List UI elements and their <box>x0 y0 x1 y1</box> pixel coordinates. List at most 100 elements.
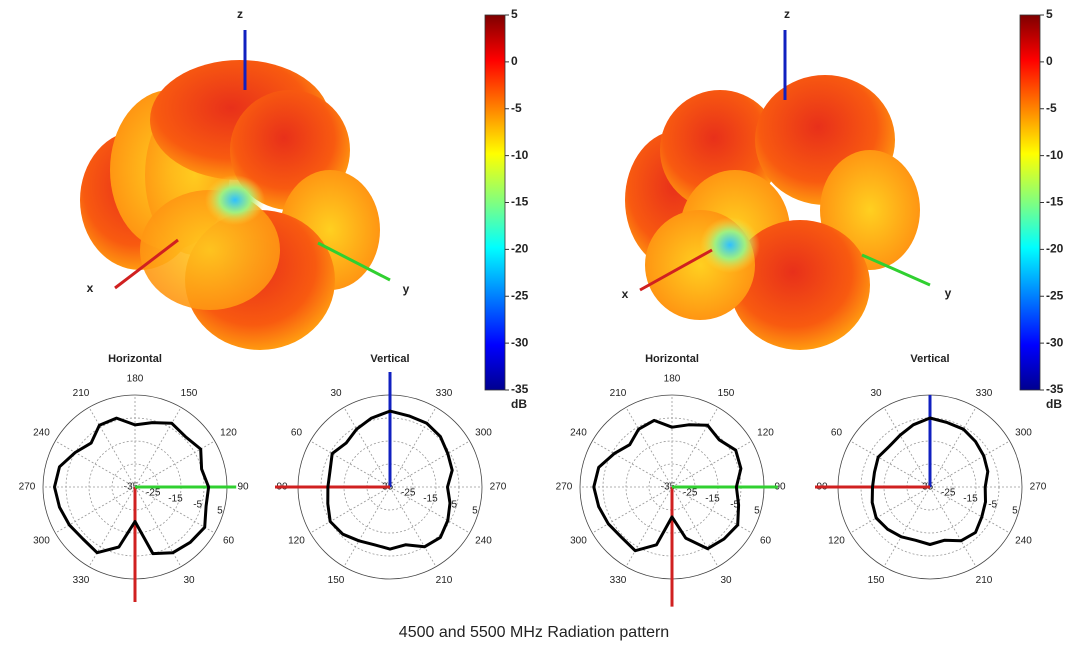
axis-label: y <box>403 282 410 296</box>
grid-spoke <box>671 407 719 488</box>
r-tick-label: -5 <box>988 499 997 510</box>
theta-tick-label: 240 <box>1015 536 1032 547</box>
grid-spoke <box>310 486 391 534</box>
axis-label: x <box>622 287 629 301</box>
axis-label: z <box>784 7 790 21</box>
r-tick-label: -15 <box>168 494 183 505</box>
r-tick-label: -5 <box>448 499 457 510</box>
theta-tick-label: 300 <box>475 428 492 439</box>
theta-tick-label: 240 <box>570 428 587 439</box>
r-tick-label: -25 <box>941 488 956 499</box>
colorbar-tick-label: 0 <box>1046 54 1053 68</box>
colorbar-tick-label: -5 <box>511 101 522 115</box>
axis-label: y <box>945 286 952 300</box>
r-tick-label: -5 <box>730 499 739 510</box>
theta-tick-label: 210 <box>976 575 993 586</box>
colorbar-tick-label: -15 <box>511 195 529 209</box>
theta-tick-label: 330 <box>436 388 453 399</box>
theta-tick-label: 180 <box>664 374 681 385</box>
radiation-pattern-3d <box>625 30 931 350</box>
colorbar-tick-label: -30 <box>1046 335 1064 349</box>
r-tick-label: -15 <box>963 494 978 505</box>
chart-title: Vertical <box>370 353 409 365</box>
pattern-curve <box>870 416 990 546</box>
theta-tick-label: 60 <box>223 536 235 547</box>
colorbar-tick-label: 5 <box>1046 7 1053 21</box>
pattern-curve <box>326 409 454 551</box>
theta-tick-label: 30 <box>720 575 732 586</box>
colorbar-tick-label: -10 <box>1046 148 1064 162</box>
grid-spoke <box>343 407 391 488</box>
chart-title: Horizontal <box>108 353 162 365</box>
chart-title: Horizontal <box>645 353 699 365</box>
grid-spoke <box>671 486 719 567</box>
r-tick-label: -25 <box>683 488 698 499</box>
theta-tick-label: 270 <box>19 482 36 493</box>
theta-tick-label: 120 <box>757 428 774 439</box>
theta-tick-label: 150 <box>328 575 345 586</box>
colorbar-tick-label: -25 <box>1046 288 1064 302</box>
colorbar-tick-label: 5 <box>511 7 518 21</box>
grid-spoke <box>389 486 470 534</box>
grid-spoke <box>134 486 215 534</box>
grid-spoke <box>55 486 136 534</box>
r-tick-label: -5 <box>193 499 202 510</box>
theta-tick-label: 180 <box>127 374 144 385</box>
theta-tick-label: 330 <box>610 575 627 586</box>
theta-tick-label: 210 <box>610 388 627 399</box>
caption: 4500 and 5500 MHz Radiation pattern <box>399 624 669 641</box>
theta-tick-label: 210 <box>436 575 453 586</box>
grid-spoke <box>592 486 673 534</box>
grid-spoke <box>625 486 673 567</box>
theta-tick-label: 330 <box>73 575 90 586</box>
colorbar-tick-label: 0 <box>511 54 518 68</box>
axis-label: z <box>237 7 243 21</box>
r-tick-label: -35 <box>661 482 676 493</box>
theta-tick-label: 150 <box>181 388 198 399</box>
grid-spoke <box>929 486 1010 534</box>
theta-tick-label: 120 <box>220 428 237 439</box>
r-tick-label: -25 <box>401 488 416 499</box>
theta-tick-label: 90 <box>774 482 786 493</box>
colorbar <box>484 14 506 391</box>
grid-spoke <box>134 407 182 488</box>
grid-spoke <box>88 486 136 567</box>
grid-spoke <box>883 407 931 488</box>
theta-tick-label: 30 <box>183 575 195 586</box>
theta-tick-label: 300 <box>570 536 587 547</box>
colorbar-tick-label: -35 <box>1046 382 1064 396</box>
axis-label: x <box>87 281 94 295</box>
colorbar-unit: dB <box>511 397 527 411</box>
r-tick-label: -15 <box>423 494 438 505</box>
grid-spoke <box>929 486 977 567</box>
colorbar-tick-label: -30 <box>511 335 529 349</box>
theta-tick-label: 270 <box>490 482 507 493</box>
theta-tick-label: 60 <box>291 428 303 439</box>
grid-spoke <box>625 407 673 488</box>
pattern-curve <box>53 416 211 556</box>
theta-tick-label: 330 <box>976 388 993 399</box>
colorbar-tick-label: -20 <box>511 242 529 256</box>
pattern-curve <box>592 418 743 553</box>
theta-tick-label: 300 <box>1015 428 1032 439</box>
chart-title: Vertical <box>910 353 949 365</box>
r-tick-label: -25 <box>146 488 161 499</box>
theta-tick-label: 210 <box>73 388 90 399</box>
theta-tick-label: 240 <box>33 428 50 439</box>
theta-tick-label: 270 <box>556 482 573 493</box>
theta-tick-label: 30 <box>870 388 882 399</box>
r-tick-label: -15 <box>705 494 720 505</box>
grid-spoke <box>929 440 1010 488</box>
theta-tick-label: 150 <box>868 575 885 586</box>
grid-spoke <box>850 440 931 488</box>
theta-tick-label: 270 <box>1030 482 1047 493</box>
colorbar-tick-label: -15 <box>1046 195 1064 209</box>
theta-tick-label: 300 <box>33 536 50 547</box>
r-tick-label: 5 <box>754 505 760 516</box>
colorbar-unit: dB <box>1046 397 1062 411</box>
r-tick-label: 5 <box>1012 505 1018 516</box>
grid-spoke <box>310 440 391 488</box>
grid-spoke <box>389 407 437 488</box>
colorbar-tick-label: -5 <box>1046 101 1057 115</box>
theta-tick-label: 150 <box>718 388 735 399</box>
